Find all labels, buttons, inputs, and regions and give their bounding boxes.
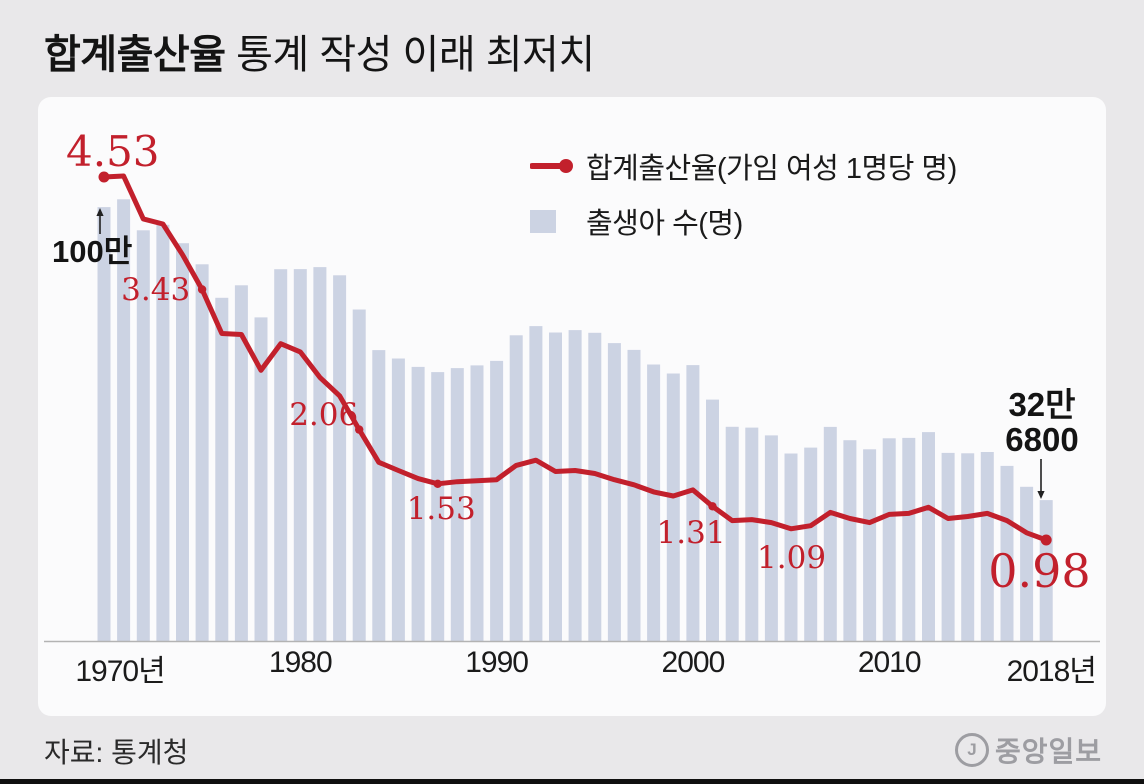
bar-1974 <box>176 243 189 641</box>
bar-1973 <box>156 224 170 642</box>
line-point-1987 <box>433 479 442 488</box>
chart-panel: 4.53 3.43 2.06 1.53 1.31 1.09 0.98 100만 32만 6800 1… <box>38 97 1106 716</box>
bar-1985 <box>391 358 405 641</box>
bar-2015 <box>980 452 994 641</box>
bar-1994 <box>568 330 582 641</box>
bar-1992 <box>529 326 543 641</box>
bar-2016 <box>1000 465 1014 641</box>
bar-1970 <box>97 207 111 641</box>
bottom-border <box>0 779 1144 784</box>
birth-fertility-chart <box>44 171 1100 643</box>
bar-1977 <box>234 285 248 641</box>
legend-label-fertility: 합계출산율(가임 여성 1명당 명) <box>586 153 957 185</box>
bar-2014 <box>961 453 975 641</box>
bar-2005 <box>784 453 798 641</box>
line-point-1983 <box>355 425 364 434</box>
bar-1987 <box>431 372 445 641</box>
bar-2011 <box>902 437 916 641</box>
bar-2018 <box>1039 500 1053 641</box>
bar-1988 <box>450 368 464 641</box>
bar-2007 <box>823 426 837 641</box>
chart-legend: 합계출산율(가임 여성 1명당 명) 출생아 수(명) <box>530 143 957 244</box>
bar-2003 <box>745 427 759 641</box>
bar-2008 <box>843 440 857 641</box>
legend-item-births: 출생아 수(명) <box>530 198 957 244</box>
bar-2012 <box>922 432 935 641</box>
bar-1971 <box>117 199 131 642</box>
line-point-2018 <box>1040 534 1052 546</box>
bar-1982 <box>333 275 347 641</box>
bar-2017 <box>1020 486 1034 641</box>
bar-1976 <box>215 297 229 641</box>
bar-1999 <box>666 373 680 641</box>
bar-swatch-icon <box>530 209 574 233</box>
bar-2010 <box>882 438 896 641</box>
line-point-1970 <box>98 171 110 183</box>
bar-2000 <box>686 365 700 641</box>
bar-2009 <box>863 449 877 641</box>
bar-1983 <box>352 309 366 641</box>
bar-1998 <box>647 364 661 641</box>
bar-2002 <box>725 426 739 641</box>
bar-1989 <box>470 365 484 641</box>
bar-2006 <box>804 447 818 641</box>
bar-2013 <box>941 452 955 641</box>
bar-1997 <box>627 349 641 641</box>
line-point-1975 <box>197 285 207 294</box>
bar-1978 <box>254 317 268 641</box>
bar-1990 <box>490 360 504 641</box>
bar-1980 <box>293 269 307 641</box>
joongang-ilbo-logo: J 중앙일보 <box>954 730 1102 770</box>
logo-j-icon: J <box>954 733 989 767</box>
line-point-2001 <box>708 502 717 511</box>
legend-label-births: 출생아 수(명) <box>586 208 743 240</box>
bar-1979 <box>274 269 288 641</box>
callout-arrowhead-32man6800 <box>1037 491 1045 499</box>
bar-2004 <box>764 435 778 641</box>
bar-1996 <box>607 343 621 641</box>
bar-1991 <box>509 335 523 641</box>
bar-1995 <box>588 332 602 641</box>
title-rest: 통계 작성 이래 최저치 <box>225 33 595 77</box>
page-title: 합계출산율 통계 작성 이래 최저치 <box>44 22 595 80</box>
bar-2001 <box>706 399 719 641</box>
legend-item-fertility-rate: 합계출산율(가임 여성 1명당 명) <box>530 143 957 189</box>
line-dot-icon <box>530 158 574 174</box>
bar-1986 <box>411 366 425 641</box>
fertility-rate-line <box>101 173 1049 543</box>
footer: 자료: 통계청 J 중앙일보 <box>0 716 1144 779</box>
source-label: 자료: 통계청 <box>44 737 189 768</box>
bar-1975 <box>195 264 209 641</box>
bar-1984 <box>372 350 386 641</box>
bar-1993 <box>549 332 562 641</box>
logo-wordmark: 중앙일보 <box>994 736 1102 767</box>
callout-arrowhead-100man <box>96 208 104 216</box>
bar-1972 <box>136 230 150 642</box>
bar-1981 <box>313 267 327 641</box>
title-keyword: 합계출산율 <box>44 33 226 77</box>
